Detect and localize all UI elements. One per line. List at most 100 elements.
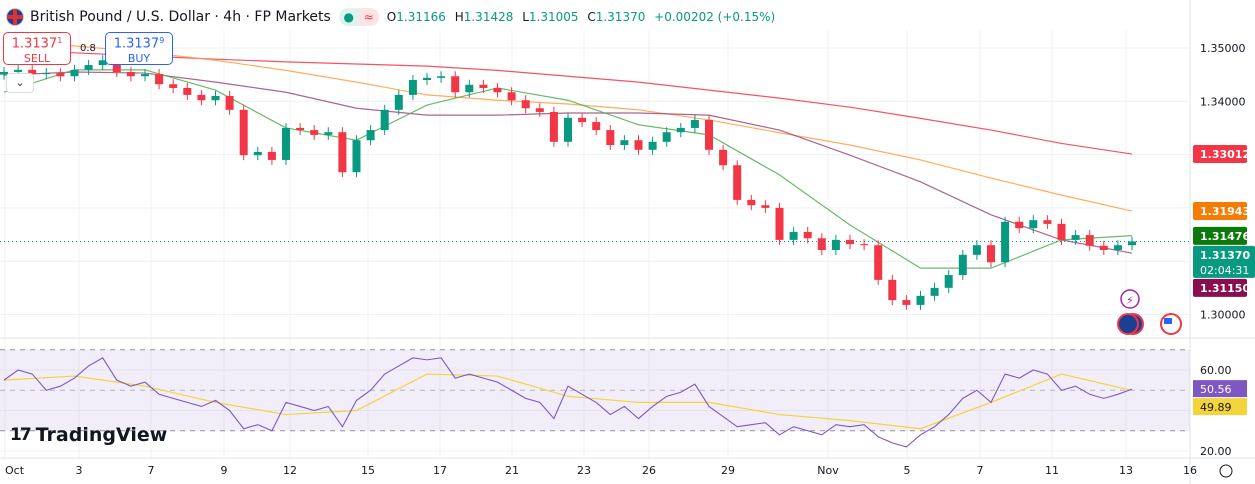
ma-price-label: 1.31943: [1200, 205, 1250, 218]
close-value: 1.31370: [595, 10, 646, 24]
ma-price-label-bg: [1193, 144, 1247, 163]
symbol-header: British Pound / U.S. Dollar · 4h · FP Ma…: [6, 6, 780, 28]
time-tick-label: 29: [721, 464, 735, 477]
market-open-icon: ●: [338, 8, 359, 26]
candle-down: [775, 207, 784, 240]
lightning-icon-glyph: ⚡: [1126, 294, 1134, 307]
rsi-tick-label: 60.00: [1200, 364, 1232, 377]
candle-up: [14, 69, 23, 72]
candle-down: [902, 300, 911, 305]
candle-down: [183, 87, 192, 95]
candle-up: [831, 239, 840, 251]
moving-average-line: [3, 69, 1133, 269]
candle-up: [0, 71, 8, 75]
lightning-event-icon: [1120, 289, 1140, 309]
time-tick-label: 21: [505, 464, 519, 477]
candle-up: [324, 132, 333, 135]
price-tick-label: 1.35000: [1200, 42, 1246, 55]
candle-down: [549, 111, 558, 142]
candle-down: [578, 117, 587, 123]
chevron-down-icon[interactable]: ⌄: [6, 73, 34, 93]
sell-price-pip: 1: [57, 36, 63, 45]
candle-down: [493, 87, 502, 93]
tradingview-logo-icon: 17: [10, 425, 32, 445]
sell-button[interactable]: 1.31371 SELL: [3, 32, 71, 65]
tradingview-logo[interactable]: 17 TradingView: [10, 424, 167, 446]
candle-up: [42, 73, 51, 75]
candle-down: [225, 95, 234, 110]
time-tick-label: 16: [1183, 464, 1197, 477]
candle-down: [1057, 223, 1066, 240]
candle-up: [352, 140, 361, 173]
rsi-value-label-bg: [1193, 380, 1247, 398]
candle-up: [944, 275, 953, 288]
candle-up: [620, 140, 629, 146]
candle-up: [1071, 235, 1080, 240]
candle-down: [267, 151, 276, 160]
candle-up: [394, 94, 403, 110]
candle-up: [916, 295, 925, 305]
candle-up: [662, 132, 671, 142]
candle-up: [1001, 221, 1010, 263]
us-flag-canton: [1164, 318, 1172, 324]
candle-down: [56, 73, 65, 77]
candle-down: [888, 279, 897, 301]
time-tick-label: 5: [904, 464, 911, 477]
rsi-ma-line: [3, 373, 1133, 430]
candle-down: [112, 60, 121, 72]
candle-down: [451, 76, 460, 93]
candle-up: [1128, 241, 1136, 246]
candle-up: [648, 141, 657, 150]
ohlc-readout: O1.31166 H1.31428 L1.31005 C1.31370 +0.0…: [387, 10, 780, 24]
rsi-line: [3, 357, 1133, 448]
time-tick-label: 7: [148, 464, 155, 477]
candle-up: [465, 84, 474, 93]
candle-down: [592, 122, 601, 131]
uk-event-flag-icon: [1117, 313, 1139, 335]
time-tick-label: Nov: [817, 464, 839, 477]
gbp-usd-flag-icon: [6, 8, 24, 26]
candle-down: [719, 149, 728, 166]
candle-down: [860, 244, 869, 246]
settings-icon[interactable]: [1219, 464, 1233, 478]
candle-down: [479, 84, 488, 88]
moving-average-line: [3, 41, 1133, 212]
buy-button[interactable]: 1.31379 BUY: [105, 32, 173, 65]
high-label: H: [454, 10, 464, 24]
candle-down: [535, 108, 544, 112]
candle-up: [423, 77, 431, 80]
data-delay-icon: ≈: [358, 8, 379, 26]
rsi-ma-label-bg: [1193, 398, 1247, 416]
time-tick-label: 9: [221, 464, 228, 477]
time-tick-label: 11: [1045, 464, 1059, 477]
candle-up: [690, 119, 699, 128]
candle-up: [789, 231, 798, 240]
candle-down: [846, 239, 854, 245]
candle-down: [521, 100, 530, 109]
candle-down: [507, 92, 516, 101]
candle-down: [169, 84, 178, 88]
candle-up: [1029, 220, 1038, 229]
candle-down: [705, 119, 713, 150]
rsi-tick-label: 20.00: [1200, 445, 1232, 458]
high-value: 1.31428: [463, 10, 514, 24]
symbol-title[interactable]: British Pound / U.S. Dollar · 4h · FP Ma…: [30, 9, 331, 25]
candle-up: [564, 117, 572, 142]
candle-up: [70, 69, 79, 77]
candle-down: [28, 69, 37, 75]
candle-up: [930, 287, 939, 296]
candle-up: [98, 60, 107, 66]
ma-price-label: 1.33012: [1200, 148, 1250, 161]
last-price-label: 1.31370: [1200, 249, 1250, 262]
candle-down: [874, 245, 883, 280]
candle-up: [408, 79, 417, 95]
market-status[interactable]: ● ≈: [338, 8, 379, 26]
candle-down: [1043, 220, 1052, 224]
candle-down: [338, 132, 347, 173]
price-tick-label: 1.30000: [1200, 309, 1246, 322]
candle-down: [296, 127, 305, 131]
low-value: 1.31005: [528, 10, 579, 24]
candle-down: [817, 238, 826, 251]
spread-value: 0.8: [80, 43, 96, 54]
